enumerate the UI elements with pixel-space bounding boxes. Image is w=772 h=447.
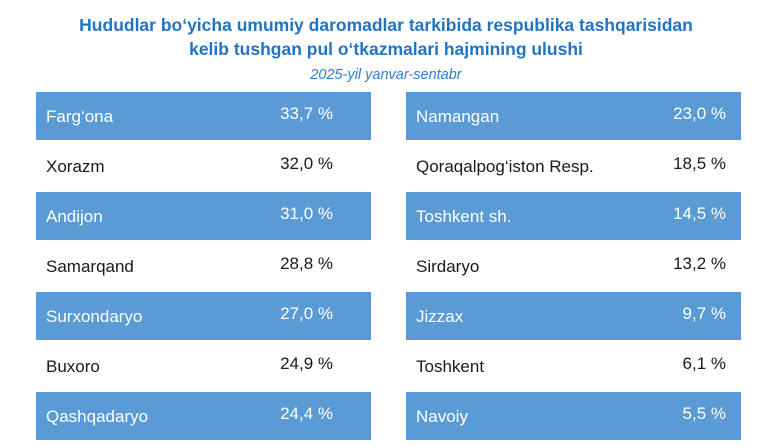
region-value: 31,0 %: [280, 204, 333, 223]
table-row: Farg‘ona 33,7 %: [36, 92, 371, 140]
title-line-1: Hududlar bo‘yicha umumiy daromadlar tark…: [79, 15, 693, 35]
table-row: Surxondaryo 27,0 %: [36, 292, 371, 340]
region-value: 28,8 %: [280, 254, 333, 273]
title-line-2: kelib tushgan pul o‘tkazmalari hajmining…: [189, 39, 583, 59]
table-row: Navoiy 5,5 %: [406, 392, 741, 440]
region-name: Toshkent: [416, 357, 485, 376]
table-row: Jizzax 9,7 %: [406, 292, 741, 340]
table-row: Xorazm 32,0 %: [36, 142, 371, 190]
table-row: Toshkent sh. 14,5 %: [406, 192, 741, 240]
region-value: 24,9 %: [280, 354, 333, 373]
region-name: Surxondaryo: [46, 307, 143, 326]
region-value: 5,5 %: [682, 404, 726, 423]
region-name: Buxoro: [46, 357, 100, 376]
region-name: Navoiy: [416, 407, 468, 426]
region-name: Qoraqalpog‘iston Resp.: [416, 157, 594, 176]
table-row: Andijon 31,0 %: [36, 192, 371, 240]
region-name: Sirdaryo: [416, 257, 480, 276]
region-value: 13,2 %: [673, 254, 726, 273]
region-name: Farg‘ona: [46, 107, 114, 126]
table-row: Qoraqalpog‘iston Resp. 18,5 %: [406, 142, 741, 190]
table-row: Namangan 23,0 %: [406, 92, 741, 140]
region-value: 23,0 %: [673, 104, 726, 123]
chart-subtitle: 2025-yil yanvar-sentabr: [310, 67, 462, 83]
region-name: Andijon: [46, 207, 103, 226]
right-column: Namangan 23,0 % Qoraqalpog‘iston Resp. 18,5…: [406, 92, 741, 442]
left-column: Farg‘ona 33,7 % Xorazm 32,0 % Andijon 31,0 % S…: [36, 92, 371, 442]
region-name: Toshkent sh.: [416, 207, 512, 226]
table-row: Buxoro 24,9 %: [36, 342, 371, 390]
region-name: Qashqadaryo: [46, 407, 149, 426]
region-value: 18,5 %: [673, 154, 726, 173]
region-value: 14,5 %: [673, 204, 726, 223]
region-name: Namangan: [416, 107, 500, 126]
region-name: Jizzax: [416, 307, 464, 326]
table-row: Qashqadaryo 24,4 %: [36, 392, 371, 440]
region-name: Samarqand: [46, 257, 134, 276]
region-name: Xorazm: [46, 157, 105, 176]
region-value: 6,1 %: [682, 354, 726, 373]
table-row: Sirdaryo 13,2 %: [406, 242, 741, 290]
region-value: 32,0 %: [280, 154, 333, 173]
chart-title: Hududlar bo‘yicha umumiy daromadlar tark…: [0, 13, 772, 61]
region-value: 24,4 %: [280, 404, 333, 423]
table-row: Toshkent 6,1 %: [406, 342, 741, 390]
region-value: 27,0 %: [280, 304, 333, 323]
table-row: Samarqand 28,8 %: [36, 242, 371, 290]
region-value: 33,7 %: [280, 104, 333, 123]
region-value: 9,7 %: [682, 304, 726, 323]
